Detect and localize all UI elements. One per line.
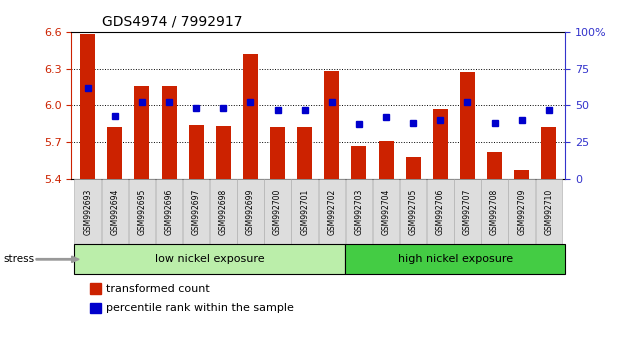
Text: GSM992698: GSM992698 (219, 188, 228, 235)
Bar (189, 125, 204, 179)
Bar (243, 54, 258, 179)
Text: GSM992696: GSM992696 (165, 188, 173, 235)
Text: GSM992708: GSM992708 (490, 188, 499, 235)
Bar (514, 170, 529, 179)
Text: GSM992709: GSM992709 (517, 188, 526, 235)
Bar (135, 86, 150, 179)
Bar (379, 141, 394, 179)
Text: percentile rank within the sample: percentile rank within the sample (106, 303, 294, 313)
Bar (542, 127, 556, 179)
Text: GSM992705: GSM992705 (409, 188, 418, 235)
Bar (406, 157, 420, 179)
Bar (351, 146, 366, 179)
Text: GSM992707: GSM992707 (463, 188, 472, 235)
Text: GSM992694: GSM992694 (111, 188, 119, 235)
Text: high nickel exposure: high nickel exposure (397, 254, 513, 264)
Text: GSM992704: GSM992704 (381, 188, 391, 235)
Bar (161, 86, 176, 179)
Text: stress: stress (3, 254, 34, 264)
Bar (216, 126, 231, 179)
Text: GSM992706: GSM992706 (436, 188, 445, 235)
Bar (324, 71, 339, 179)
Text: GDS4974 / 7992917: GDS4974 / 7992917 (102, 14, 243, 28)
Text: GSM992697: GSM992697 (192, 188, 201, 235)
Bar (270, 127, 285, 179)
Bar (433, 109, 448, 179)
Bar (80, 34, 95, 179)
Bar (107, 127, 122, 179)
Text: GSM992695: GSM992695 (137, 188, 147, 235)
Text: GSM992699: GSM992699 (246, 188, 255, 235)
Text: GSM992710: GSM992710 (545, 188, 553, 235)
Text: GSM992702: GSM992702 (327, 188, 337, 235)
Bar (460, 72, 475, 179)
Bar (297, 127, 312, 179)
Text: GSM992693: GSM992693 (83, 188, 92, 235)
Text: GSM992703: GSM992703 (355, 188, 363, 235)
Text: low nickel exposure: low nickel exposure (155, 254, 265, 264)
Bar (487, 152, 502, 179)
Text: GSM992700: GSM992700 (273, 188, 282, 235)
Text: GSM992701: GSM992701 (300, 188, 309, 235)
Text: transformed count: transformed count (106, 284, 210, 293)
